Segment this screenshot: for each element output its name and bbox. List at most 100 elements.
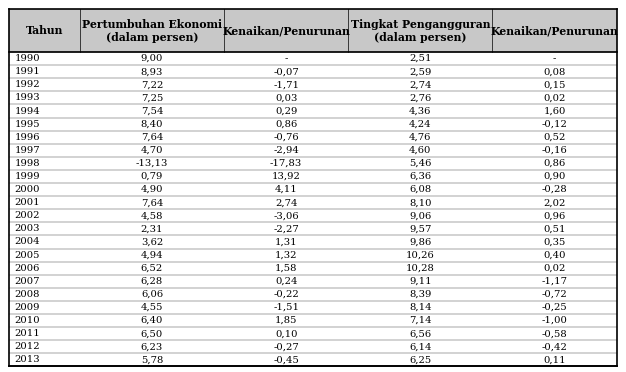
Text: 2,02: 2,02 [543, 198, 566, 207]
Text: 6,06: 6,06 [141, 290, 163, 299]
Text: -0,25: -0,25 [541, 303, 567, 312]
Text: 5,78: 5,78 [141, 355, 163, 364]
Text: 6,36: 6,36 [409, 172, 431, 181]
Text: 9,86: 9,86 [409, 237, 431, 247]
Text: 2000: 2000 [14, 185, 40, 194]
Text: -0,45: -0,45 [273, 355, 299, 364]
Text: Kenaikan/Penurunan: Kenaikan/Penurunan [491, 25, 618, 36]
Text: 7,64: 7,64 [141, 133, 163, 142]
Text: 0,02: 0,02 [543, 264, 566, 273]
Text: 9,06: 9,06 [409, 211, 431, 220]
Text: 6,08: 6,08 [409, 185, 431, 194]
Text: 1995: 1995 [14, 120, 40, 129]
Text: 4,70: 4,70 [141, 146, 163, 155]
Text: 6,52: 6,52 [141, 264, 163, 273]
Text: -: - [553, 54, 557, 63]
Text: 1,31: 1,31 [275, 237, 297, 247]
Text: 10,26: 10,26 [406, 251, 434, 260]
Text: 0,79: 0,79 [141, 172, 163, 181]
Text: Kenaikan/Penurunan: Kenaikan/Penurunan [222, 25, 350, 36]
Text: 2,59: 2,59 [409, 67, 431, 76]
Text: 0,03: 0,03 [275, 93, 297, 102]
Text: 6,14: 6,14 [409, 342, 431, 351]
Text: 2005: 2005 [14, 251, 40, 260]
Text: 2002: 2002 [14, 211, 40, 220]
Text: 1991: 1991 [14, 67, 40, 76]
Text: 2008: 2008 [14, 290, 40, 299]
Text: 0,86: 0,86 [275, 120, 297, 129]
Text: 6,25: 6,25 [409, 355, 431, 364]
Text: 10,28: 10,28 [406, 264, 435, 273]
Text: 2004: 2004 [14, 237, 40, 247]
Text: 5,46: 5,46 [409, 159, 431, 168]
Text: 8,40: 8,40 [141, 120, 163, 129]
Text: 2001: 2001 [14, 198, 40, 207]
Text: 4,11: 4,11 [275, 185, 297, 194]
Text: 7,14: 7,14 [409, 316, 432, 325]
Text: 4,60: 4,60 [409, 146, 431, 155]
Text: 1994: 1994 [14, 106, 40, 116]
Text: -: - [284, 54, 288, 63]
Text: 2013: 2013 [14, 355, 40, 364]
Text: -0,58: -0,58 [541, 329, 567, 338]
Text: 7,22: 7,22 [141, 80, 163, 89]
Text: 6,50: 6,50 [141, 329, 163, 338]
Text: -0,27: -0,27 [274, 342, 299, 351]
Text: -1,17: -1,17 [541, 277, 568, 286]
Text: 4,55: 4,55 [141, 303, 163, 312]
Text: -0,76: -0,76 [274, 133, 299, 142]
Text: 1,60: 1,60 [543, 106, 566, 116]
Text: 7,25: 7,25 [141, 93, 163, 102]
Text: 0,15: 0,15 [543, 80, 566, 89]
Text: 7,54: 7,54 [141, 106, 163, 116]
Text: Tingkat Pengangguran
(dalam persen): Tingkat Pengangguran (dalam persen) [351, 19, 490, 42]
Text: -1,51: -1,51 [273, 303, 299, 312]
Text: -1,00: -1,00 [541, 316, 568, 325]
Text: -0,16: -0,16 [541, 146, 567, 155]
Text: 6,40: 6,40 [141, 316, 163, 325]
Text: 0,35: 0,35 [543, 237, 566, 247]
Text: 1,58: 1,58 [275, 264, 297, 273]
Text: 2006: 2006 [14, 264, 40, 273]
Text: 4,36: 4,36 [409, 106, 431, 116]
Text: 2012: 2012 [14, 342, 40, 351]
Text: 2,74: 2,74 [409, 80, 431, 89]
Text: 2,74: 2,74 [275, 198, 297, 207]
Text: 4,58: 4,58 [141, 211, 163, 220]
Text: 2007: 2007 [14, 277, 40, 286]
Text: 1993: 1993 [14, 93, 40, 102]
Text: 2010: 2010 [14, 316, 40, 325]
Text: -0,07: -0,07 [274, 67, 299, 76]
Text: 4,24: 4,24 [409, 120, 432, 129]
Text: 9,00: 9,00 [141, 54, 163, 63]
Text: 7,64: 7,64 [141, 198, 163, 207]
Text: -2,94: -2,94 [273, 146, 299, 155]
Text: 1998: 1998 [14, 159, 40, 168]
Text: 4,76: 4,76 [409, 133, 431, 142]
Text: Tahun: Tahun [26, 25, 63, 36]
Text: -0,22: -0,22 [274, 290, 299, 299]
Text: -2,27: -2,27 [274, 224, 299, 233]
Text: -1,71: -1,71 [273, 80, 299, 89]
Text: 1996: 1996 [14, 133, 40, 142]
Text: 4,94: 4,94 [141, 251, 163, 260]
Text: 8,39: 8,39 [409, 290, 431, 299]
Text: 6,28: 6,28 [141, 277, 163, 286]
Text: 1,32: 1,32 [275, 251, 297, 260]
Text: 0,52: 0,52 [543, 133, 566, 142]
Text: 0,08: 0,08 [543, 67, 566, 76]
Text: 0,24: 0,24 [275, 277, 297, 286]
Text: 2,31: 2,31 [141, 224, 163, 233]
Text: 2011: 2011 [14, 329, 40, 338]
Text: 1,85: 1,85 [275, 316, 297, 325]
Text: -0,42: -0,42 [541, 342, 568, 351]
Text: 2009: 2009 [14, 303, 40, 312]
Text: 8,10: 8,10 [409, 198, 431, 207]
Text: 13,92: 13,92 [272, 172, 300, 181]
Text: 0,11: 0,11 [543, 355, 566, 364]
Text: 0,02: 0,02 [543, 93, 566, 102]
Text: 0,51: 0,51 [543, 224, 566, 233]
Text: 0,29: 0,29 [275, 106, 297, 116]
Text: 3,62: 3,62 [141, 237, 163, 247]
Text: 0,40: 0,40 [543, 251, 566, 260]
